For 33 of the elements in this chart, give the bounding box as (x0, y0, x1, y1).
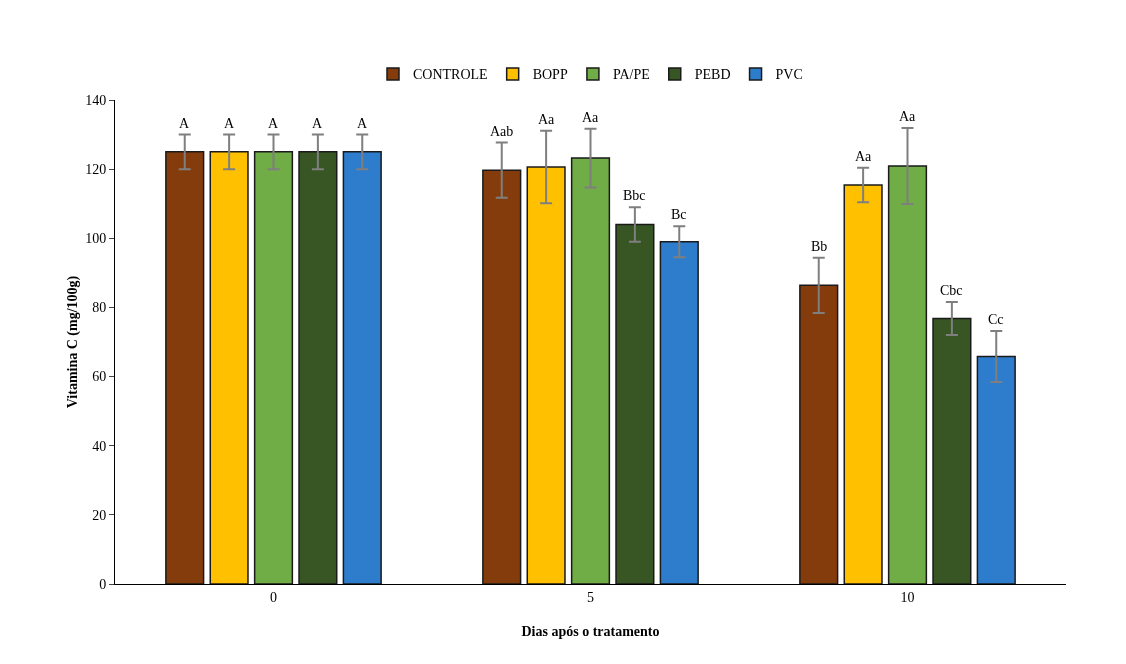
data-label: Aab (490, 124, 514, 139)
data-label: A (312, 116, 323, 131)
data-label: A (179, 116, 190, 131)
y-tick-label: 60 (92, 369, 107, 385)
y-tick-label: 20 (92, 507, 107, 523)
legend-label: PEBD (694, 67, 731, 83)
data-label: A (357, 116, 368, 131)
data-label: Cc (988, 312, 1004, 327)
data-label: Cbc (940, 283, 963, 298)
x-tick-label: 0 (270, 589, 277, 605)
data-label: Aa (899, 109, 917, 124)
x-tick-label: 10 (900, 589, 915, 605)
y-tick-label: 0 (99, 576, 107, 592)
y-tick-label: 100 (85, 231, 107, 247)
y-axis-title: Vitamina C (mg/100g) (65, 275, 81, 409)
legend-label: PA/PE (612, 67, 650, 83)
data-label: Aa (855, 149, 873, 164)
data-label: Aa (582, 110, 600, 125)
data-label: A (224, 116, 235, 131)
data-label: A (268, 116, 279, 131)
data-label: Bbc (623, 188, 646, 203)
y-tick-label: 40 (92, 438, 107, 454)
legend-label: CONTROLE (413, 67, 488, 83)
y-tick-label: 140 (85, 92, 107, 108)
data-label: Aa (538, 112, 556, 127)
data-label: Bc (671, 207, 687, 222)
y-tick-label: 80 (92, 300, 107, 316)
legend-label: BOPP (532, 67, 568, 83)
legend-label: PVC (775, 67, 803, 83)
data-label: Bb (811, 239, 828, 254)
x-axis-title: Dias após o tratamento (521, 624, 660, 639)
y-tick-label: 120 (85, 162, 107, 178)
x-tick-label: 5 (587, 589, 594, 605)
